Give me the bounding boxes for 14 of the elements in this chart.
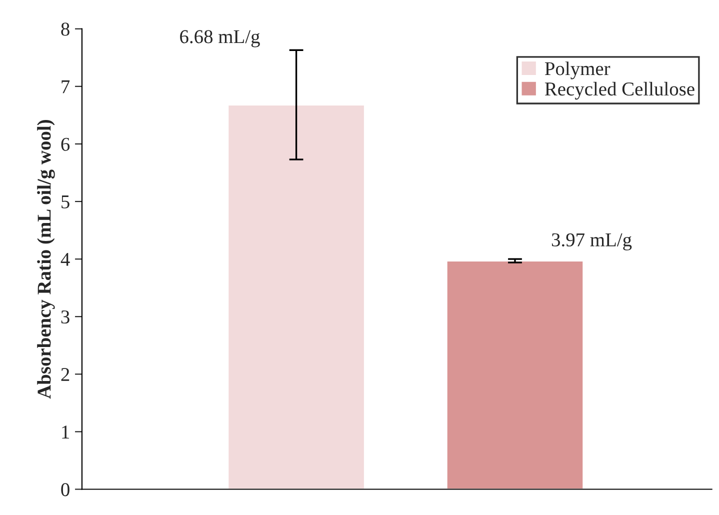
y-tick-label: 6	[61, 138, 70, 151]
y-axis-title: Absorbency Ratio (mL oil/g wool)	[37, 120, 55, 399]
y-tick-label: 1	[62, 426, 69, 438]
data-label: 6.68 mL/g	[180, 30, 260, 48]
legend-label: Polymer	[544, 62, 610, 80]
y-tick-label: 2	[61, 368, 70, 381]
y-tick-label: 0	[61, 483, 70, 496]
y-tick-label: 8	[61, 22, 70, 36]
legend-label: Recycled Cellulose	[544, 82, 694, 100]
y-tick-label: 5	[62, 196, 70, 208]
y-tick-label: 3	[61, 310, 70, 324]
data-label: 3.97 mL/g	[552, 233, 632, 250]
y-tick-label: 7	[62, 80, 70, 94]
y-tick-label: 4	[60, 252, 70, 266]
